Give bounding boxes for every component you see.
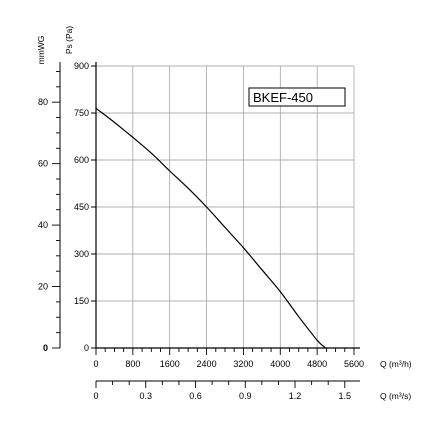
y-axis-label: Ps (Pa) [64, 26, 74, 55]
x-tick-label: 1600 [160, 359, 180, 369]
x2-tick-label: 0.6 [189, 391, 202, 401]
curve-layer [95, 107, 326, 349]
x-axis-label: Q (m³/h) [380, 359, 412, 369]
mmwg-tick-label: 0 [43, 343, 48, 353]
x2-tick-label: 1.2 [289, 391, 302, 401]
x-tick-label: 4800 [307, 359, 327, 369]
x2-axis-label: Q (m³/s) [380, 391, 411, 401]
performance-curve [95, 107, 326, 349]
mmwg-tick-label: 40 [38, 220, 48, 230]
model-label-box [248, 87, 346, 107]
mmwg-axis-label: mmWG [36, 36, 46, 65]
mmwg-tick-label: 80 [38, 97, 48, 107]
x-tick-label: 2400 [197, 359, 217, 369]
y-tick-label: 900 [74, 61, 89, 71]
y-tick-label: 300 [74, 249, 89, 259]
y-tick-label: 450 [74, 202, 89, 212]
x-tick-label: 4000 [270, 359, 290, 369]
mmwg-tick-label: 60 [38, 159, 48, 169]
y-tick-label: 0 [84, 343, 89, 353]
model-label: BKEF-450 [253, 90, 313, 105]
x-tick-label: 5600 [344, 359, 364, 369]
x2-tick-label: 0.9 [239, 391, 252, 401]
y-tick-label: 600 [74, 155, 89, 165]
y-tick-label: 750 [74, 108, 89, 118]
x-tick-label: 800 [125, 359, 140, 369]
axes: 0 800 1600 2400 3200 4000 4800 5600015030045060… [38, 61, 364, 401]
x2-tick-label: 0 [93, 391, 98, 401]
x2-tick-label: 1.5 [339, 391, 352, 401]
x2-tick-label: 0.3 [139, 391, 152, 401]
x-tick-label: 0 [93, 359, 98, 369]
x-tick-label: 3200 [233, 359, 253, 369]
mmwg-tick-label: 20 [38, 282, 48, 292]
y-tick-label: 150 [74, 296, 89, 306]
grid [96, 65, 355, 348]
